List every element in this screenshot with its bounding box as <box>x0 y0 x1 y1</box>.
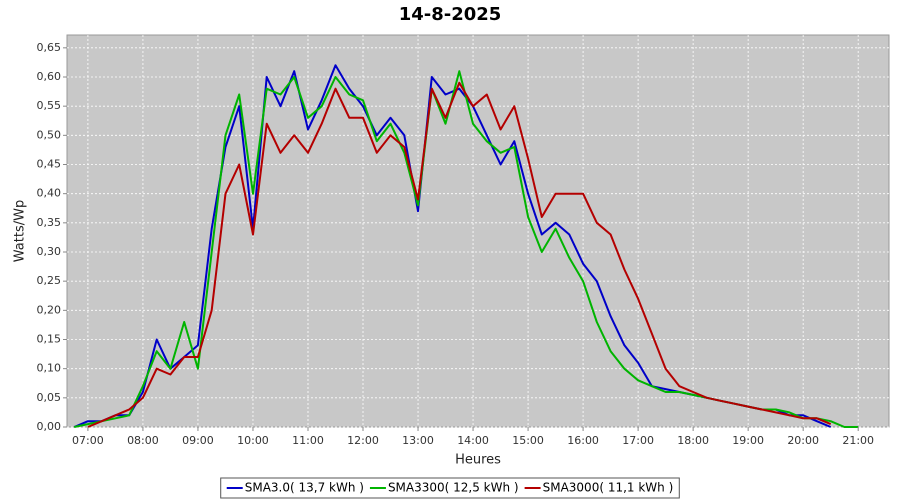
chart-title: 14-8-2025 <box>399 4 502 25</box>
y-tick-label: 0,25 <box>37 274 62 287</box>
y-tick-label: 0,50 <box>37 128 62 141</box>
x-tick-label: 08:00 <box>127 434 159 447</box>
y-tick-label: 0,55 <box>37 99 62 112</box>
x-tick-label: 18:00 <box>677 434 709 447</box>
x-tick-label: 16:00 <box>567 434 599 447</box>
y-tick-label: 0,05 <box>37 391 62 404</box>
x-tick-label: 09:00 <box>182 434 214 447</box>
x-axis-title: Heures <box>455 453 501 468</box>
legend-label: SMA3300( 12,5 kWh ) <box>388 481 519 495</box>
x-tick-label: 20:00 <box>787 434 819 447</box>
x-tick-label: 12:00 <box>347 434 379 447</box>
x-tick-label: 15:00 <box>512 434 544 447</box>
legend-box <box>220 477 680 499</box>
y-tick-label: 0,40 <box>37 187 62 200</box>
x-tick-label: 19:00 <box>732 434 764 447</box>
y-tick-label: 0,15 <box>37 333 62 346</box>
y-tick-label: 0,10 <box>37 362 62 375</box>
y-tick-label: 0,45 <box>37 158 62 171</box>
legend-label: SMA3.0( 13,7 kWh ) <box>245 481 364 495</box>
y-tick-label: 0,00 <box>37 420 62 433</box>
y-tick-label: 0,60 <box>37 70 62 83</box>
y-axis-title: Watts/Wp <box>13 200 28 262</box>
x-tick-label: 11:00 <box>292 434 324 447</box>
legend: SMA3.0( 13,7 kWh ) SMA3300( 12,5 kWh ) SMA… <box>220 477 680 499</box>
x-tick-label: 14:00 <box>457 434 489 447</box>
x-tick-label: 13:00 <box>402 434 434 447</box>
x-tick-label: 07:00 <box>72 434 104 447</box>
grid <box>67 35 889 428</box>
plot-area <box>66 34 890 428</box>
y-tick-label: 0,20 <box>37 303 62 316</box>
legend-label: SMA3000( 11,1 kWh ) <box>543 481 674 495</box>
series-line <box>87 81 832 428</box>
x-tick-label: 17:00 <box>622 434 654 447</box>
x-tick-label: 10:00 <box>237 434 269 447</box>
lines <box>73 64 859 428</box>
x-tick-label: 21:00 <box>842 434 874 447</box>
y-tick-label: 0,35 <box>37 216 62 229</box>
y-tick-label: 0,65 <box>37 41 62 54</box>
y-tick-label: 0,30 <box>37 245 62 258</box>
